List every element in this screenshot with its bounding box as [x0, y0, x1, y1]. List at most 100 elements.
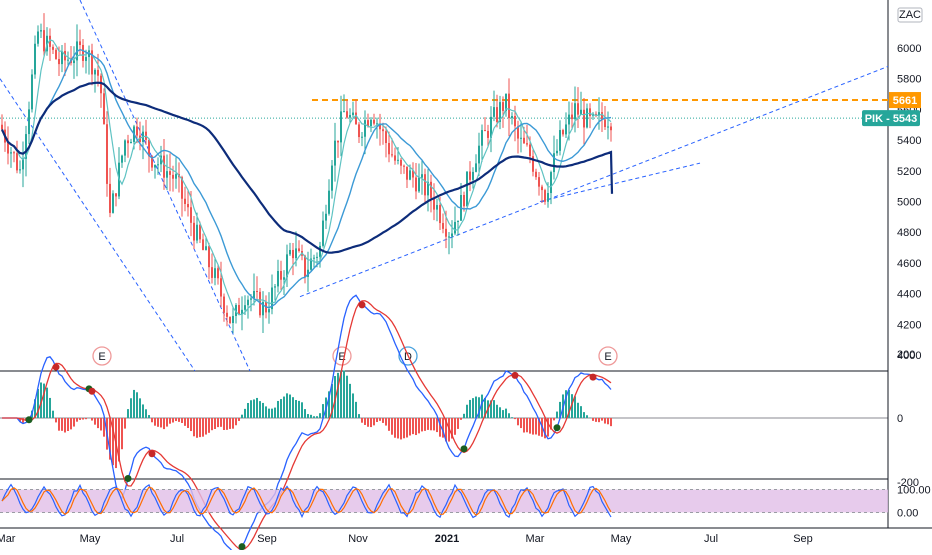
candle-body — [568, 114, 570, 125]
candle-body — [112, 193, 114, 213]
price-axis-tick-label: 5800 — [897, 74, 921, 86]
macd-crossover-marker — [52, 363, 60, 371]
candle-body — [226, 312, 228, 317]
candle-body — [19, 169, 21, 171]
macd-axis-tick-label: 0 — [897, 413, 903, 425]
candle-body — [97, 69, 99, 76]
macd-crossover-marker — [88, 387, 96, 395]
candle-body — [136, 126, 138, 136]
price-axis-tick-label: 4600 — [897, 258, 921, 270]
candle-body — [172, 174, 174, 179]
candle-body — [163, 155, 165, 178]
currency-box[interactable] — [897, 7, 923, 23]
macd-crossover-marker — [25, 416, 33, 424]
candle-body — [250, 298, 252, 300]
candle-body — [130, 141, 132, 144]
candle-body — [253, 291, 255, 299]
candle-body — [193, 222, 195, 241]
candle-body — [316, 256, 318, 258]
candle-body — [364, 120, 366, 137]
candle-body — [481, 130, 483, 146]
candle-body — [34, 43, 36, 75]
candle-body — [325, 213, 327, 221]
candle-body — [430, 181, 432, 198]
candle-body — [610, 126, 612, 131]
candle-body — [604, 119, 606, 128]
price-axis-tick-label: 4800 — [897, 227, 921, 239]
candle-body — [166, 171, 168, 178]
candle-body — [388, 143, 390, 155]
candle-body — [370, 119, 372, 127]
candle-body — [400, 159, 402, 166]
candle-body — [151, 156, 153, 168]
axes: 4000420044004600480050005200540056005800… — [0, 43, 931, 545]
candle-body — [349, 115, 351, 118]
candle-body — [199, 224, 201, 240]
candle-body — [379, 123, 381, 130]
candle-body — [595, 113, 597, 116]
candle-body — [10, 152, 12, 154]
candle-body — [313, 257, 315, 259]
ascending-trendline — [299, 65, 889, 298]
price-axis-tick-label: 5200 — [897, 166, 921, 178]
candle-body — [61, 50, 63, 65]
candle-body — [184, 198, 186, 204]
candle-body — [529, 144, 531, 157]
candle-body — [43, 30, 45, 52]
candle-body — [397, 159, 399, 161]
candle-body — [484, 130, 486, 132]
time-axis-tick-label: Sep — [257, 533, 277, 545]
candle-body — [22, 158, 24, 170]
candle-body — [13, 152, 15, 154]
time-axis-tick-label: Mar — [526, 533, 545, 545]
macd-axis-tick-label: -200 — [897, 477, 919, 489]
candle-body — [469, 171, 471, 180]
candle-body — [127, 140, 129, 144]
macd-panel — [0, 294, 888, 553]
candle-body — [376, 123, 378, 125]
candle-body — [121, 155, 123, 163]
candle-body — [292, 249, 294, 259]
candle-body — [157, 164, 159, 166]
candle-body — [169, 171, 171, 175]
candle-body — [361, 136, 363, 138]
candle-body — [109, 183, 111, 213]
downtrend-channel-upper — [79, 0, 251, 372]
candle-body — [559, 130, 561, 151]
candle-body — [49, 35, 51, 47]
price-axis-tick-label: 4200 — [897, 319, 921, 331]
candle-body — [319, 245, 321, 257]
candle-body — [526, 143, 528, 145]
candle-body — [52, 46, 54, 50]
candle-body — [328, 190, 330, 214]
ma-short-line — [1, 39, 612, 316]
candle-body — [394, 155, 396, 161]
candle-body — [160, 155, 162, 165]
last-price-tag-label: PIK - 5543 — [865, 113, 918, 125]
candle-body — [232, 316, 234, 324]
macd-crossover-marker — [148, 450, 156, 458]
candle-body — [346, 111, 348, 118]
candle-body — [535, 171, 537, 178]
candle-body — [487, 130, 489, 138]
candle-body — [100, 75, 102, 94]
price-axis-tick-label: 6000 — [897, 43, 921, 55]
stochastic-panel — [0, 483, 888, 519]
candle-body — [280, 271, 282, 280]
candle-body — [496, 107, 498, 122]
time-axis-tick-label: Jul — [704, 533, 718, 545]
candle-body — [124, 140, 126, 156]
candle-body — [598, 112, 600, 116]
stochastic-axis-tick-label: 100.00 — [897, 485, 931, 497]
candle-body — [79, 41, 81, 45]
candle-body — [7, 142, 9, 154]
macd-crossover-marker — [553, 424, 561, 432]
candle-body — [268, 309, 270, 313]
candle-body — [478, 145, 480, 164]
candle-body — [508, 93, 510, 119]
candle-body — [544, 190, 546, 202]
macd-crossover-marker — [358, 301, 366, 309]
